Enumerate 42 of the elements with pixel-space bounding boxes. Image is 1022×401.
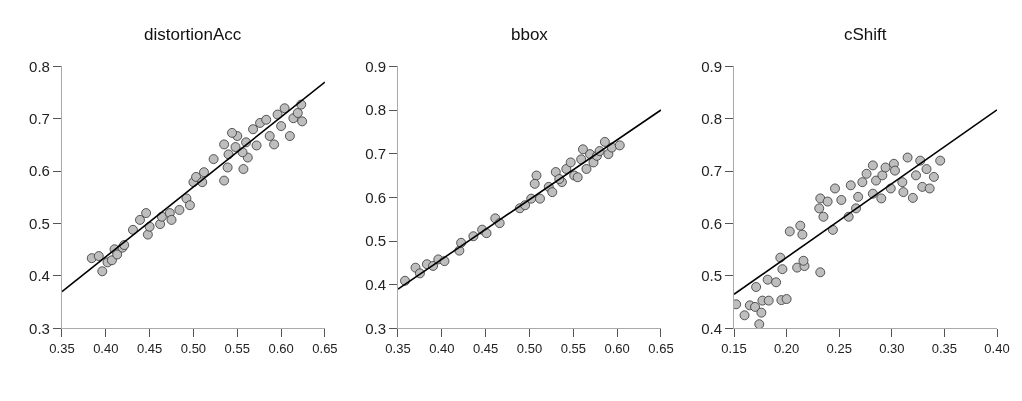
x-tick-label: 0.45 bbox=[136, 341, 163, 356]
y-tick-label: 0.8 bbox=[701, 109, 723, 127]
y-tick-label: 0.9 bbox=[701, 57, 723, 75]
x-tick-label: 0.40 bbox=[984, 341, 1010, 356]
chart-title: cShift bbox=[844, 25, 887, 44]
y-tick-label: 0.4 bbox=[29, 267, 50, 285]
x-tick-label: 0.20 bbox=[773, 341, 800, 356]
x-tick-label: 0.60 bbox=[268, 341, 294, 356]
x-tick-label: 0.65 bbox=[312, 341, 338, 356]
x-tick-label: 0.30 bbox=[879, 341, 905, 356]
y-tick-label: 0.8 bbox=[365, 101, 386, 119]
x-tick-label: 0.60 bbox=[604, 341, 630, 356]
chart-title: distortionAcc bbox=[144, 25, 242, 44]
x-tick-label: 0.25 bbox=[826, 341, 852, 356]
y-tick-label: 0.7 bbox=[701, 162, 723, 180]
x-tick-label: 0.35 bbox=[49, 341, 75, 356]
y-tick-label: 0.6 bbox=[365, 188, 386, 206]
x-tick-label: 0.55 bbox=[224, 341, 250, 356]
chart-title: bbox bbox=[511, 25, 549, 44]
y-tick-label: 0.7 bbox=[29, 109, 50, 127]
y-tick-label: 0.5 bbox=[365, 232, 386, 250]
y-tick-label: 0.5 bbox=[29, 214, 50, 232]
y-tick-label: 0.8 bbox=[29, 57, 50, 75]
y-tick-label: 0.9 bbox=[365, 57, 386, 75]
y-tick-label: 0.3 bbox=[29, 319, 50, 337]
y-tick-label: 0.7 bbox=[365, 144, 386, 162]
y-tick-label: 0.5 bbox=[701, 267, 723, 285]
y-tick-label: 0.6 bbox=[701, 214, 723, 232]
x-tick-label: 0.55 bbox=[560, 341, 586, 356]
x-tick-label: 0.35 bbox=[385, 341, 411, 356]
x-tick-label: 0.50 bbox=[180, 341, 207, 356]
y-tick-label: 0.3 bbox=[365, 319, 386, 337]
x-tick-label: 0.45 bbox=[472, 341, 499, 356]
y-tick-label: 0.4 bbox=[365, 275, 386, 293]
y-tick-label: 0.4 bbox=[701, 319, 723, 337]
y-tick-label: 0.6 bbox=[29, 162, 50, 180]
x-tick-label: 0.35 bbox=[931, 341, 958, 356]
x-tick-label: 0.65 bbox=[648, 341, 674, 356]
x-tick-label: 0.50 bbox=[516, 341, 543, 356]
x-tick-label: 0.40 bbox=[93, 341, 119, 356]
x-tick-label: 0.15 bbox=[721, 341, 747, 356]
x-tick-label: 0.40 bbox=[429, 341, 455, 356]
